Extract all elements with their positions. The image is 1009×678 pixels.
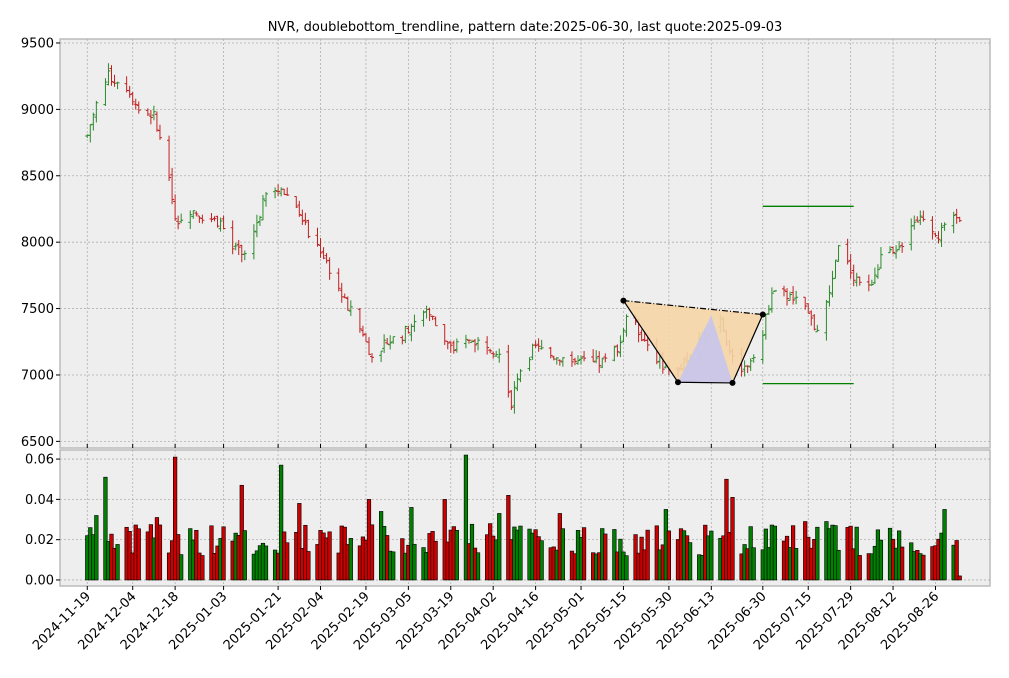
volume-bar [327, 531, 332, 581]
volume-y-tick-label: 0.00 [25, 573, 54, 588]
price-y-tick-label: 9000 [21, 103, 54, 118]
volume-bar [136, 528, 141, 581]
volume-bar [433, 540, 438, 581]
volume-bar [463, 454, 469, 581]
volume-bar [209, 525, 214, 581]
volume-bar [878, 539, 884, 581]
volume-bar [200, 555, 205, 581]
volume-bar [454, 529, 459, 581]
volume-bar [409, 507, 414, 581]
price-y-tick-label: 7000 [21, 368, 54, 383]
pattern-point [759, 311, 766, 318]
volume-bar [560, 528, 565, 581]
price-y-tick-label: 9500 [21, 36, 54, 51]
volume-bar [285, 542, 290, 581]
volume-bar [475, 552, 481, 581]
volume-bar [173, 456, 178, 581]
volume-bar [348, 538, 353, 581]
volume-bar [581, 527, 587, 581]
volume-bar [942, 509, 947, 581]
volume-bar [854, 526, 859, 581]
price-y-tick-label: 6500 [21, 435, 54, 450]
volume-bar [115, 544, 120, 581]
volume-bar [391, 551, 396, 581]
volume-bar [297, 503, 302, 581]
pattern-peak-area [677, 315, 733, 383]
price-grid [60, 39, 990, 448]
pattern-point [674, 379, 681, 386]
volume-bar [921, 554, 926, 581]
volume-bar [794, 548, 799, 581]
volume-bar [539, 540, 544, 581]
price-panel: 6500 7000 7500 8000 8500 9000 9500 [21, 36, 991, 450]
volume-bar [751, 547, 756, 581]
volume-y-tick-label: 0.06 [25, 453, 54, 468]
volume-bar [506, 495, 511, 581]
volume-bar [497, 513, 502, 581]
volume-bar [157, 524, 163, 581]
price-y-axis: 6500 7000 7500 8000 8500 9000 9500 [21, 36, 60, 450]
volume-bar [857, 555, 862, 581]
volume-bar [709, 530, 714, 581]
volume-bar [442, 499, 447, 581]
price-y-tick-label: 8000 [21, 236, 54, 251]
volume-bar [369, 524, 375, 581]
volume-bar [306, 551, 311, 581]
volume-bar [221, 526, 226, 581]
volume-bars [85, 454, 962, 581]
chart-title: NVR, doublebottom_trendline, pattern dat… [268, 20, 783, 35]
volume-bar [724, 478, 729, 581]
pattern-point [620, 297, 627, 304]
volume-bar [242, 530, 247, 581]
volume-bar [645, 529, 650, 581]
volume-bar [103, 476, 108, 581]
volume-y-tick-label: 0.02 [25, 533, 54, 548]
volume-bar [666, 530, 671, 581]
pattern-layer [620, 205, 854, 386]
price-panel-background [59, 38, 991, 449]
volume-y-tick-label: 0.04 [25, 493, 54, 508]
volume-bar [687, 542, 693, 581]
volume-bar [263, 545, 269, 581]
volume-bar [730, 497, 735, 581]
volume-bar [815, 526, 820, 581]
pattern-outline [622, 300, 764, 384]
price-y-tick-label: 7500 [21, 302, 54, 317]
volume-bar [179, 554, 184, 581]
volume-bar [772, 525, 778, 581]
pattern-point [729, 379, 736, 386]
volume-bar [603, 533, 608, 581]
volume-bar [836, 549, 841, 581]
volume-bar [624, 555, 629, 581]
pattern-trendline [623, 300, 763, 316]
volume-bar [900, 546, 905, 581]
volume-bar [518, 525, 523, 581]
volume-bar [957, 575, 962, 581]
price-y-tick-label: 8500 [21, 169, 54, 184]
pattern-area [623, 300, 763, 383]
volume-y-axis: 0.00 0.02 0.04 0.06 [25, 453, 60, 588]
volume-bar [954, 540, 959, 581]
volume-bar [279, 464, 284, 581]
volume-panel: 0.00 0.02 0.04 0.06 [25, 449, 991, 588]
volume-bar [412, 543, 417, 581]
volume-bar [94, 515, 99, 581]
